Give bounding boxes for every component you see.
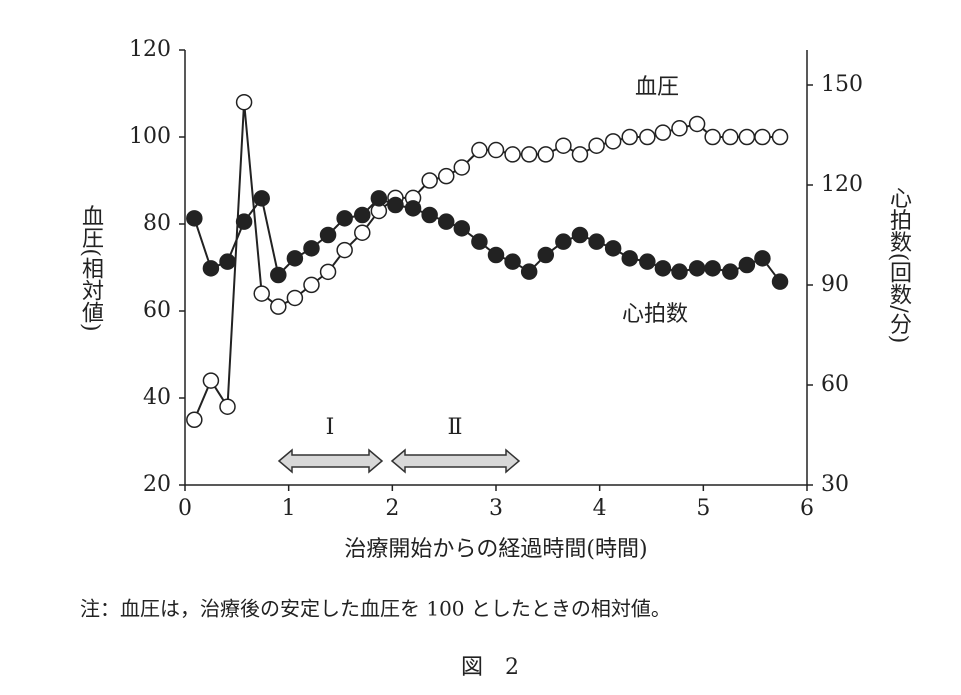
x-tick-label: 5 (696, 496, 710, 521)
data-point (336, 210, 353, 227)
data-point (487, 246, 505, 264)
data-point (437, 213, 455, 230)
arrow-ii (390, 448, 521, 474)
arrow-i (277, 448, 384, 474)
data-point (520, 146, 538, 163)
data-point (571, 146, 589, 163)
y-tick-label: 40 (143, 385, 171, 410)
data-point (537, 146, 555, 163)
data-point (286, 289, 304, 307)
data-point (421, 172, 438, 189)
data-point (621, 250, 638, 267)
data-point (286, 250, 304, 267)
data-point (771, 128, 789, 146)
data-point (588, 137, 605, 154)
x-tick-label: 4 (593, 496, 607, 521)
data-point (270, 298, 287, 315)
data-point (639, 128, 656, 146)
y-tick-label: 20 (143, 472, 171, 497)
data-point (537, 246, 555, 264)
data-point (270, 266, 287, 284)
data-point (253, 190, 270, 207)
data-point (453, 159, 471, 176)
y-tick-label: 100 (129, 124, 171, 149)
y2-tick-label: 120 (821, 172, 863, 197)
y2-axis-label: 心拍数(回数/分) (886, 187, 912, 344)
series-label: 血圧 (635, 75, 679, 100)
data-point (571, 226, 589, 244)
data-point (604, 133, 622, 150)
data-point (471, 233, 488, 250)
y-axis-label: 血圧(相対値) (78, 204, 104, 331)
data-point (504, 253, 521, 270)
y2-tick-label: 90 (821, 272, 849, 297)
data-point (639, 253, 656, 270)
data-point (671, 120, 688, 137)
data-point (555, 233, 572, 250)
data-point (235, 213, 253, 230)
data-point (421, 206, 438, 224)
x-tick-label: 0 (178, 496, 192, 521)
data-point (303, 240, 320, 257)
data-point (520, 263, 538, 280)
data-point (437, 167, 455, 185)
data-point (704, 260, 721, 277)
data-point (336, 241, 353, 259)
caption: 図 2 (461, 655, 519, 680)
x-tick-label: 1 (282, 496, 296, 521)
y-tick-label: 120 (129, 37, 171, 62)
y-tick-label: 60 (143, 298, 171, 323)
data-point (722, 263, 739, 280)
data-point (186, 210, 203, 227)
x-tick-label: 2 (385, 496, 399, 521)
data-point (253, 285, 270, 302)
x-tick-label: 3 (489, 496, 503, 521)
annotation: Ⅱ (448, 415, 463, 440)
data-point (704, 128, 721, 146)
y2-tick-label: 150 (821, 72, 863, 97)
data-point (487, 141, 505, 159)
data-point (604, 240, 622, 257)
data-point (202, 372, 220, 389)
data-point (654, 124, 672, 141)
y2-tick-label: 30 (821, 472, 849, 497)
data-point (688, 115, 706, 133)
x-axis-label: 治療開始からの経過時間(時間) (344, 537, 647, 562)
data-point (654, 260, 672, 277)
data-point (738, 128, 756, 146)
data-point (471, 141, 488, 159)
series-label: 心拍数 (622, 302, 688, 327)
data-point (404, 200, 422, 217)
y2-tick-label: 60 (821, 372, 849, 397)
data-point (219, 398, 236, 415)
data-point (504, 146, 521, 163)
data-point (453, 220, 471, 237)
data-point (235, 93, 253, 111)
x-tick-label: 6 (800, 496, 814, 521)
data-point (303, 276, 320, 294)
data-point (555, 137, 572, 154)
data-point (621, 128, 638, 146)
data-point (370, 190, 388, 207)
data-point (387, 196, 404, 214)
data-point (754, 128, 771, 146)
annotation: Ⅰ (326, 415, 335, 440)
data-point (688, 260, 706, 277)
data-point (319, 226, 337, 244)
note: 注：血圧は，治療後の安定した血圧を 100 としたときの相対値。 (80, 597, 671, 621)
data-point (671, 263, 688, 280)
data-point (738, 256, 756, 274)
data-point (202, 260, 220, 277)
data-point (354, 224, 371, 241)
data-point (722, 128, 739, 146)
y-tick-label: 80 (143, 211, 171, 236)
data-point (771, 273, 789, 290)
data-point (186, 411, 203, 428)
data-point (219, 253, 236, 270)
data-point (588, 233, 605, 250)
data-point (319, 263, 337, 281)
data-point (754, 250, 771, 267)
data-point (354, 206, 371, 224)
